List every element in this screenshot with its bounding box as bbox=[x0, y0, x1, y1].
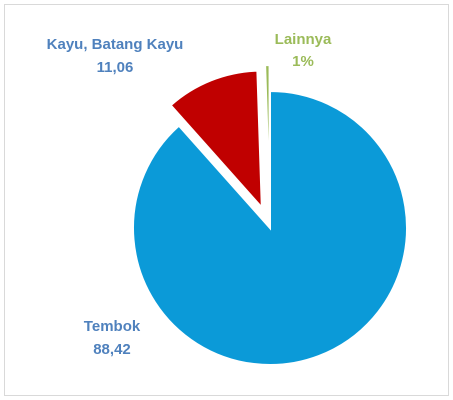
category-label: Tembok bbox=[84, 318, 141, 335]
value-label: 1% bbox=[292, 53, 314, 70]
pie-slice bbox=[132, 89, 408, 366]
value-label: 88,42 bbox=[93, 341, 131, 358]
value-label: 11,06 bbox=[97, 59, 134, 76]
pie-slice bbox=[169, 69, 263, 211]
category-label: Lainnya bbox=[275, 31, 332, 48]
category-label: Kayu, Batang Kayu bbox=[47, 36, 184, 53]
pie-slice bbox=[264, 64, 271, 203]
